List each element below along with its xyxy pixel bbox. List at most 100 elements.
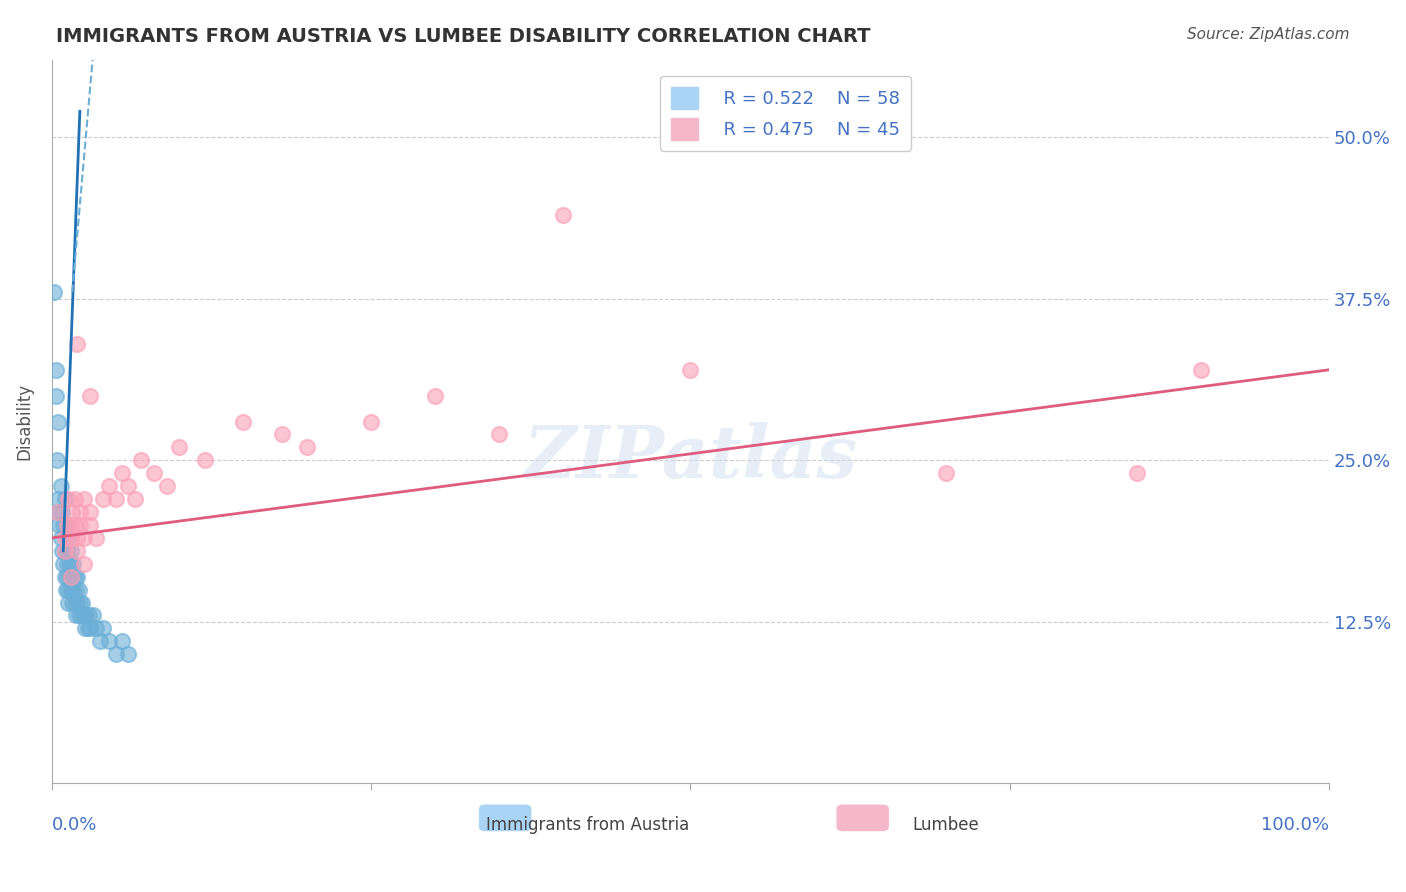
Point	[91, 621, 114, 635]
Text: Lumbee: Lumbee	[912, 816, 979, 834]
Point	[59, 557, 82, 571]
Point	[66, 569, 89, 583]
Point	[488, 427, 510, 442]
Point	[60, 505, 83, 519]
Point	[58, 582, 80, 597]
Point	[79, 621, 101, 635]
Text: 100.0%: 100.0%	[1261, 816, 1329, 834]
Point	[56, 544, 79, 558]
Point	[53, 544, 76, 558]
Point	[53, 544, 76, 558]
Point	[73, 557, 96, 571]
Point	[58, 531, 80, 545]
Point	[156, 479, 179, 493]
Point	[51, 505, 73, 519]
Point	[232, 415, 254, 429]
Point	[89, 634, 111, 648]
Point	[59, 569, 82, 583]
Point	[63, 492, 86, 507]
Point	[55, 582, 77, 597]
Point	[46, 505, 69, 519]
Point	[60, 595, 83, 609]
Point	[59, 518, 82, 533]
Point	[169, 441, 191, 455]
Point	[73, 531, 96, 545]
Point	[73, 608, 96, 623]
Point	[75, 608, 97, 623]
Point	[67, 608, 90, 623]
Point	[79, 389, 101, 403]
Text: IMMIGRANTS FROM AUSTRIA VS LUMBEE DISABILITY CORRELATION CHART: IMMIGRANTS FROM AUSTRIA VS LUMBEE DISABI…	[56, 27, 870, 45]
Point	[59, 531, 82, 545]
Point	[142, 467, 165, 481]
Point	[59, 582, 82, 597]
Point	[49, 479, 72, 493]
Point	[551, 208, 574, 222]
Point	[86, 621, 108, 635]
Point	[46, 492, 69, 507]
Point	[1126, 467, 1149, 481]
Point	[69, 518, 91, 533]
Point	[48, 505, 70, 519]
Point	[79, 518, 101, 533]
Point	[91, 492, 114, 507]
Point	[111, 634, 134, 648]
FancyBboxPatch shape	[479, 805, 530, 830]
Text: Immigrants from Austria: Immigrants from Austria	[486, 816, 690, 834]
Point	[63, 518, 86, 533]
Point	[52, 557, 75, 571]
Point	[63, 595, 86, 609]
Point	[86, 531, 108, 545]
Point	[1189, 363, 1212, 377]
Point	[79, 505, 101, 519]
Text: ZIPatlas: ZIPatlas	[523, 422, 858, 493]
Point	[59, 569, 82, 583]
Point	[52, 518, 75, 533]
Point	[44, 285, 66, 300]
Point	[423, 389, 446, 403]
Point	[124, 492, 146, 507]
Point	[48, 518, 70, 533]
Point	[55, 518, 77, 533]
Point	[98, 479, 121, 493]
Text: Source: ZipAtlas.com: Source: ZipAtlas.com	[1187, 27, 1350, 42]
Point	[679, 363, 702, 377]
Point	[76, 621, 98, 635]
Point	[104, 647, 127, 661]
Point	[117, 647, 139, 661]
Point	[111, 467, 134, 481]
Point	[46, 415, 69, 429]
Point	[53, 569, 76, 583]
Point	[58, 595, 80, 609]
Point	[59, 544, 82, 558]
Point	[360, 415, 382, 429]
Point	[129, 453, 152, 467]
Point	[65, 582, 87, 597]
Point	[935, 467, 957, 481]
Point	[62, 582, 84, 597]
Point	[63, 569, 86, 583]
Point	[53, 492, 76, 507]
Point	[82, 608, 104, 623]
Point	[56, 557, 79, 571]
Point	[56, 518, 79, 533]
Point	[51, 544, 73, 558]
Point	[66, 595, 89, 609]
Point	[53, 531, 76, 545]
FancyBboxPatch shape	[837, 805, 889, 830]
Point	[270, 427, 292, 442]
Point	[194, 453, 217, 467]
Point	[45, 389, 67, 403]
Point	[104, 492, 127, 507]
Point	[117, 479, 139, 493]
Point	[98, 634, 121, 648]
Y-axis label: Disability: Disability	[15, 383, 32, 460]
Point	[77, 608, 100, 623]
Point	[60, 569, 83, 583]
Point	[73, 621, 96, 635]
Point	[73, 492, 96, 507]
Point	[58, 492, 80, 507]
Point	[49, 531, 72, 545]
Legend:   R = 0.522    N = 58,   R = 0.475    N = 45: R = 0.522 N = 58, R = 0.475 N = 45	[659, 76, 911, 151]
Point	[66, 337, 89, 351]
